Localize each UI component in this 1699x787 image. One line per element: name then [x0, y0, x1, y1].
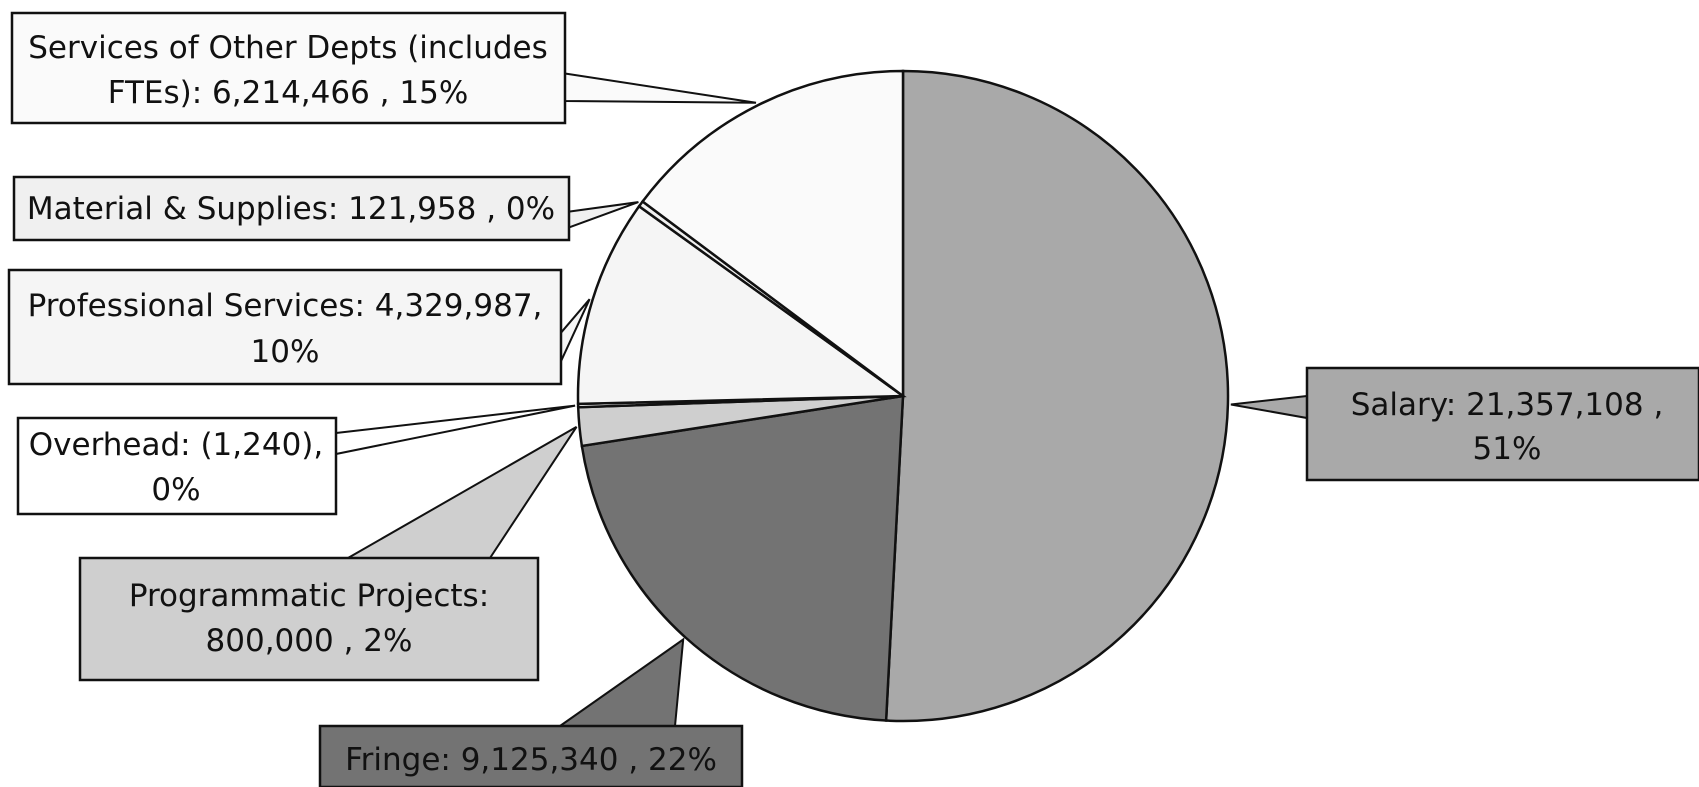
callout-leader-salary [1230, 394, 1308, 420]
callout-label-programmatic-projects-line-2: 800,000 , 2% [206, 623, 413, 659]
callout-label-salary-line-2: 51% [1473, 431, 1542, 467]
callout-box-professional-services [7, 268, 563, 386]
callout-label-material-supplies-line-1: Material & Supplies: 121,958 , 0% [27, 191, 555, 227]
callout-leader-fringe [556, 637, 685, 727]
callout-leader-overhead [335, 404, 576, 456]
callout-label-programmatic-projects-line-1: Programmatic Projects: [129, 578, 489, 614]
callout-box-services-of-other-depts-includes-ftes [10, 11, 567, 125]
callout-box-overhead [16, 416, 338, 516]
callout-label-professional-services-line-1: Professional Services: 4,329,987, [28, 288, 543, 324]
pie-slice-professional-services [576, 204, 907, 406]
callout-leader-services-of-other-depts-includes-ftes [564, 72, 757, 104]
callout-label-services-of-other-depts-includes-ftes-line-2: FTEs): 6,214,466 , 15% [108, 75, 469, 111]
callout-label-overhead-line-1: Overhead: (1,240), [29, 427, 324, 463]
pie-slice-salary [884, 69, 1230, 723]
callout-label-salary-line-1: Salary: 21,357,108 , [1351, 387, 1664, 423]
pie-slice-fringe [580, 394, 905, 722]
callout-label-services-of-other-depts-includes-ftes-line-1: Services of Other Depts (includes [28, 30, 548, 66]
callout-label-overhead-line-2: 0% [151, 472, 200, 508]
callout-label-professional-services-line-2: 10% [251, 334, 320, 370]
pie-slices [576, 69, 1230, 723]
callout-leader-programmatic-projects [344, 426, 578, 559]
callout-box-salary [1305, 366, 1699, 482]
callout-label-fringe-line-1: Fringe: 9,125,340 , 22% [345, 742, 717, 778]
callout-box-fringe [318, 724, 744, 787]
callout-box-programmatic-projects [78, 556, 540, 682]
callout-box-material-supplies [12, 175, 571, 242]
pie-slice-services-of-other-depts-includes-ftes [640, 69, 905, 399]
callouts: Salary: 21,357,108 , 51% Fringe: 9,125,340… [7, 11, 1699, 787]
